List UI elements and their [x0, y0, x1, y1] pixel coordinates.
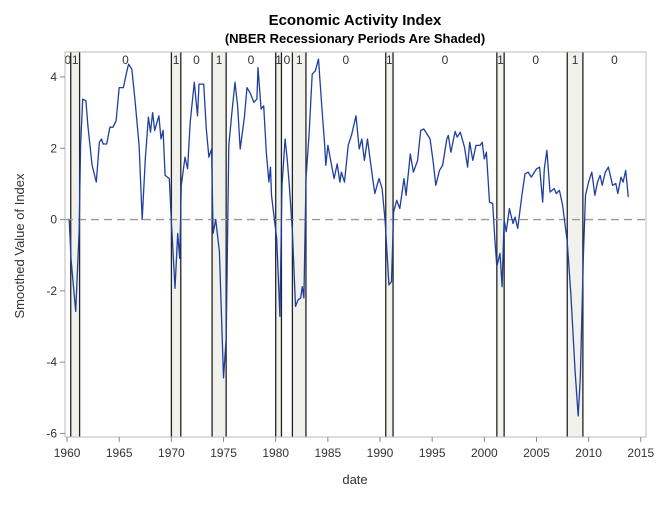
y-tick-label: 0: [50, 213, 57, 227]
regime-label: 0: [532, 53, 539, 67]
regime-label: 0: [122, 53, 129, 67]
regime-label: 0: [248, 53, 255, 67]
regime-label: 0: [284, 53, 291, 67]
regime-label: 1: [275, 53, 282, 67]
recession-band: [385, 52, 394, 437]
y-tick-label: 4: [50, 70, 57, 84]
regime-label: 1: [497, 53, 504, 67]
x-tick-label: 1960: [54, 446, 81, 460]
y-tick-label: -6: [46, 426, 57, 440]
regime-label: 0: [343, 53, 350, 67]
x-tick-label: 1990: [367, 446, 394, 460]
index-series-line: [68, 58, 629, 417]
regime-label: 0: [65, 53, 72, 67]
x-tick-label: 1970: [158, 446, 185, 460]
regime-label: 1: [296, 53, 303, 67]
regime-label: 0: [193, 53, 200, 67]
regime-label: 0: [611, 53, 618, 67]
chart-title: Economic Activity Index: [269, 12, 442, 29]
x-tick-label: 2010: [575, 446, 602, 460]
recession-band: [171, 52, 181, 437]
x-tick-label: 1995: [419, 446, 446, 460]
y-tick-label: 2: [50, 141, 57, 155]
x-tick-label: 2015: [627, 446, 654, 460]
recession-band: [70, 52, 80, 437]
x-tick-label: 1965: [106, 446, 133, 460]
recession-band: [496, 52, 505, 437]
y-tick-label: -2: [46, 284, 57, 298]
y-tick-label: -4: [46, 355, 57, 369]
axes: 1960 1965 1970 1975 1980 1985 1990 1995 2000 2005…: [46, 51, 654, 460]
x-tick-label: 1980: [262, 446, 289, 460]
regime-label: 1: [386, 53, 393, 67]
regime-label: 1: [173, 53, 180, 67]
x-tick-label: 2000: [471, 446, 498, 460]
chart-subtitle: (NBER Recessionary Periods Are Shaded): [225, 31, 485, 46]
series-layer: [68, 58, 629, 417]
x-tick-label: 2005: [523, 446, 550, 460]
recession-band: [275, 52, 282, 437]
regime-label: 0: [442, 53, 449, 67]
recession-band: [292, 52, 306, 437]
regime-label: 1: [216, 53, 223, 67]
x-tick-label: 1975: [210, 446, 237, 460]
y-axis-label: Smoothed Value of Index: [12, 173, 27, 319]
regime-label: 1: [572, 53, 579, 67]
x-axis-label: date: [342, 472, 367, 487]
regime-label: 1: [72, 53, 79, 67]
x-tick-label: 1985: [315, 446, 342, 460]
recession-band: [567, 52, 583, 437]
plot-frame: [64, 51, 647, 438]
